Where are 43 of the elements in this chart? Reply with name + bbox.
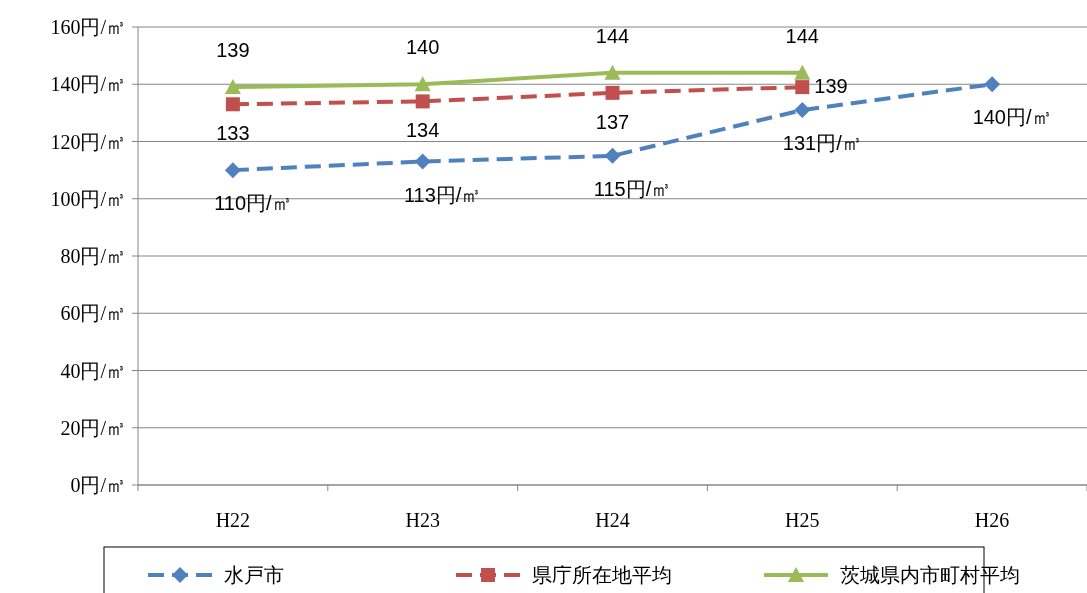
- legend-label: 県庁所在地平均: [532, 564, 672, 586]
- data-label: 113円/㎥: [403, 183, 482, 206]
- point: [794, 102, 811, 119]
- data-label: 137: [595, 110, 630, 133]
- data-label: 133: [216, 122, 250, 145]
- y-tick-label: 120円/㎥: [50, 130, 126, 153]
- point: [605, 85, 620, 100]
- y-tick-label: 60円/㎥: [60, 302, 126, 325]
- point: [604, 64, 621, 80]
- y-tick-label: 80円/㎥: [60, 245, 126, 267]
- point: [795, 80, 810, 95]
- data-label: 139: [814, 75, 848, 98]
- point: [415, 94, 430, 109]
- y-tick-label: 40円/㎥: [60, 359, 126, 382]
- x-tick-label: H26: [974, 509, 1010, 531]
- y-tick-label: 100円/㎥: [50, 187, 126, 210]
- point: [604, 147, 621, 164]
- data-label: 140円/㎥: [972, 106, 1052, 129]
- point: [414, 153, 431, 170]
- data-label: 140: [406, 36, 440, 59]
- x-tick-label: H23: [405, 509, 440, 531]
- data-label: 144: [595, 24, 630, 47]
- data-label: 110円/㎥: [214, 192, 292, 215]
- y-tick-label: 160円/㎥: [50, 16, 126, 38]
- y-tick-label: 20円/㎥: [60, 416, 126, 439]
- point: [225, 97, 240, 112]
- x-tick-label: H22: [215, 509, 251, 531]
- x-tick-label: H25: [785, 509, 820, 531]
- point: [984, 76, 1001, 93]
- point: [224, 162, 241, 179]
- legend-label: 茨城県内市町村平均: [840, 564, 1020, 586]
- point: [794, 64, 811, 80]
- y-tick-label: 0円/㎥: [70, 474, 126, 496]
- data-label: 139: [216, 39, 250, 62]
- legend-label: 水戸市: [224, 564, 284, 586]
- y-tick-label: 140円/㎥: [50, 73, 126, 96]
- data-label: 144: [785, 24, 819, 47]
- point: [224, 79, 241, 95]
- data-label: 131円/㎥: [782, 132, 862, 155]
- data-label: 115円/㎥: [593, 177, 672, 200]
- data-label: 134: [406, 119, 440, 142]
- x-tick-label: H24: [595, 509, 630, 531]
- point: [414, 76, 431, 92]
